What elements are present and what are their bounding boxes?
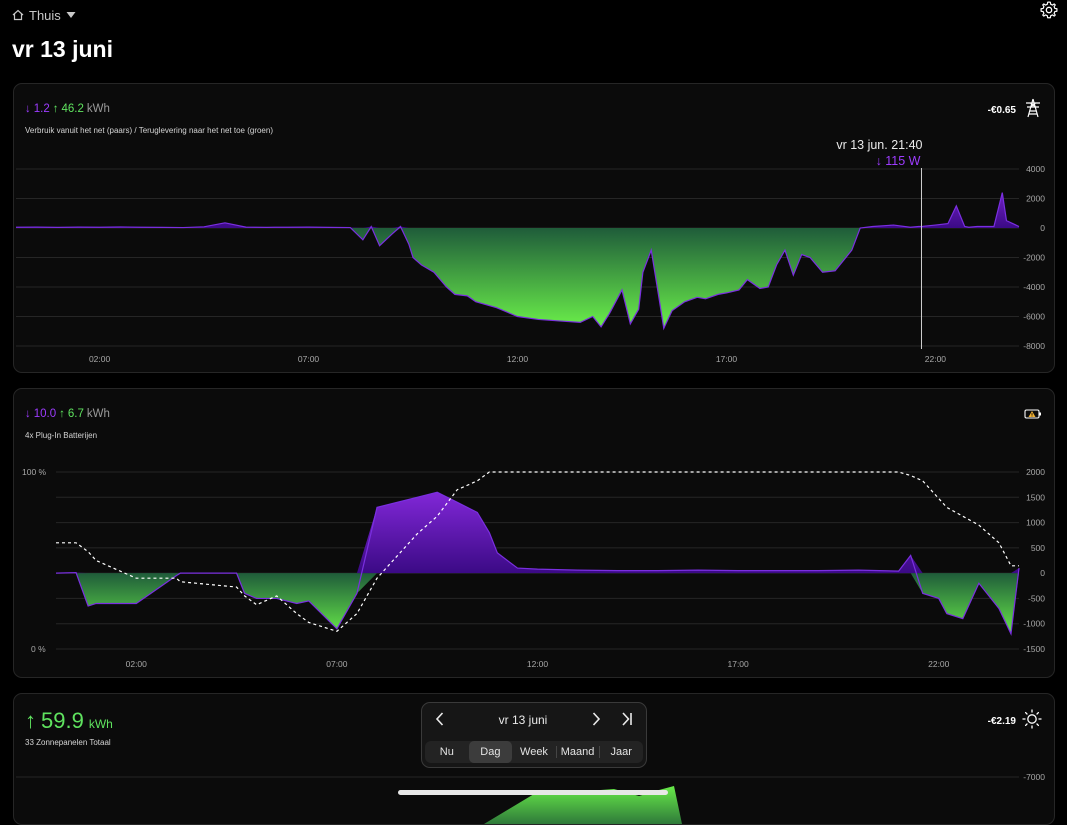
x-tick-label: 02:00 <box>126 659 148 669</box>
solar-total-value: 59.9 <box>41 708 84 733</box>
y-tick-label: 4000 <box>1026 164 1045 174</box>
x-tick-label: 17:00 <box>716 354 738 364</box>
y-tick-label: -8000 <box>1023 341 1045 351</box>
grid-stats: ↓ 1.2 ↑ 46.2 kWh <box>25 103 110 115</box>
y-tick-label: 0 <box>1040 223 1045 233</box>
arrow-down-icon: ↓ <box>25 103 31 115</box>
grid-export-value: 46.2 <box>61 103 84 115</box>
home-indicator <box>398 790 668 795</box>
grid-import-value: 1.2 <box>33 103 50 115</box>
x-tick-label: 12:00 <box>507 354 529 364</box>
series-line <box>15 192 1020 331</box>
solar-subtitle: 33 Zonnepanelen Totaal <box>25 738 111 747</box>
battery-unit: kWh <box>86 408 110 420</box>
date-picker-label[interactable]: vr 13 juni <box>498 713 548 727</box>
chevron-right-icon[interactable] <box>590 711 602 727</box>
import-area <box>16 192 1019 228</box>
y-tick-label: -2000 <box>1023 253 1045 263</box>
gear-icon[interactable] <box>1039 0 1059 20</box>
x-tick-label: 17:00 <box>727 659 749 669</box>
grid-price: -€0.65 <box>987 105 1016 116</box>
battery-stats: ↓ 10.0 ↑ 6.7 kWh <box>25 408 110 420</box>
grid-unit: kWh <box>86 103 110 115</box>
export-area <box>16 228 1019 329</box>
grid-chart: 4000 2000 0 -2000 -4000 -6000 -8000 02:00 07:00 1… <box>15 138 1045 364</box>
tab-dag[interactable]: Dag <box>468 741 513 763</box>
y-tick-label: 1500 <box>1026 492 1045 502</box>
x-tick-label: 22:00 <box>928 659 950 669</box>
soc-line <box>56 471 1019 632</box>
arrow-down-icon: ↓ <box>25 408 31 420</box>
x-tick-label: 12:00 <box>527 659 549 669</box>
y-tick-label: 1000 <box>1026 518 1045 528</box>
battery-warning-icon <box>1024 409 1041 419</box>
y-tick-label: -1000 <box>1023 619 1045 629</box>
y-tick-label: 0 <box>1040 568 1045 578</box>
x-tick-label: 07:00 <box>298 354 320 364</box>
solar-stats: ↑ 59.9 kWh <box>25 708 113 734</box>
location-label: Thuis <box>29 7 61 23</box>
page-title: vr 13 juni <box>12 36 113 62</box>
y-tick-label: -4000 <box>1023 282 1045 292</box>
y-tick-label: -6000 <box>1023 312 1045 322</box>
battery-discharge-value: 6.7 <box>67 408 84 420</box>
y-tick-label: 2000 <box>1026 467 1045 477</box>
battery-chart: 2000 1500 1000 500 0 -500 -1000 -1500 02:00 07:00… <box>55 467 1045 669</box>
tab-week[interactable]: Week <box>520 746 548 758</box>
battery-subtitle: 4x Plug-In Batterijen <box>25 431 98 440</box>
export-area <box>56 573 1019 634</box>
soc-top-label: 100 % <box>22 467 47 477</box>
location-selector[interactable]: Thuis <box>12 6 76 24</box>
y-tick-label: -7000 <box>1023 772 1045 782</box>
arrow-up-icon: ↑ <box>25 708 36 733</box>
x-tick-label: 22:00 <box>925 354 947 364</box>
solar-unit: kWh <box>88 717 113 731</box>
date-picker: vr 13 juni Nu Dag Week Maand Jaar <box>421 702 647 768</box>
x-tick-label: 07:00 <box>326 659 348 669</box>
skip-to-end-icon[interactable] <box>620 711 634 727</box>
arrow-up-icon: ↑ <box>52 103 59 115</box>
tooltip-time: vr 13 jun. 21:40 <box>836 138 922 152</box>
home-icon <box>12 9 24 21</box>
battery-charge-value: 10.0 <box>33 408 57 420</box>
tooltip-value: ↓ 115 W <box>876 154 921 168</box>
tab-jaar[interactable]: Jaar <box>599 741 643 763</box>
tab-nu[interactable]: Nu <box>439 746 454 758</box>
arrow-up-icon: ↑ <box>59 408 65 420</box>
y-tick-label: -1500 <box>1023 644 1045 654</box>
y-tick-label: 500 <box>1031 543 1045 553</box>
y-tick-label: 2000 <box>1026 194 1045 204</box>
grid-card[interactable]: 4000 2000 0 -2000 -4000 -6000 -8000 02:00 07:00 1… <box>13 83 1055 373</box>
tab-maand[interactable]: Maand <box>555 741 600 763</box>
series-line <box>55 491 1020 636</box>
power-pylon-icon <box>1026 98 1040 118</box>
grid-subtitle: Verbruik vanuit het net (paars) / Terugl… <box>25 126 273 135</box>
battery-card[interactable]: 2000 1500 1000 500 0 -500 -1000 -1500 02:00 07:00… <box>13 388 1055 678</box>
chevron-left-icon[interactable] <box>434 711 446 727</box>
x-tick-label: 02:00 <box>89 354 111 364</box>
chevron-down-icon <box>66 12 76 18</box>
import-area <box>56 492 1019 574</box>
solar-price: -€2.19 <box>987 716 1016 727</box>
period-tabs: Nu Dag Week Maand Jaar <box>425 741 643 763</box>
y-tick-label: -500 <box>1028 593 1045 603</box>
soc-bottom-label: 0 % <box>31 644 46 654</box>
sun-icon <box>1022 709 1042 729</box>
